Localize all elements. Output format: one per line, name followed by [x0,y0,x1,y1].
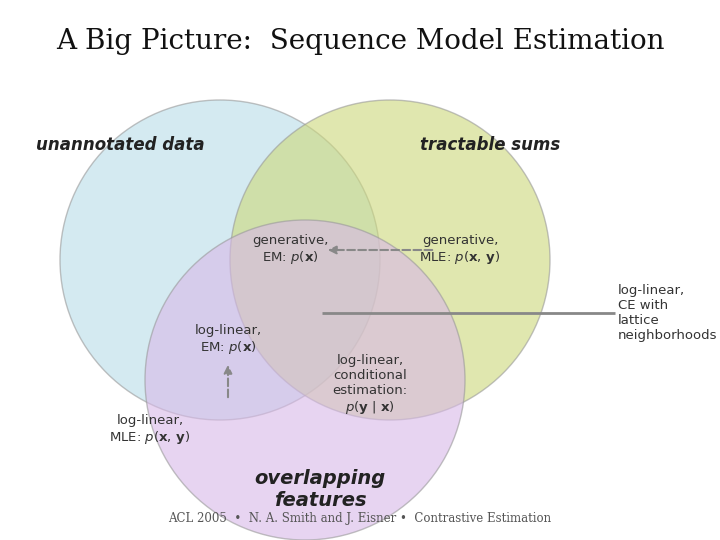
Ellipse shape [230,100,550,420]
Text: tractable sums: tractable sums [420,136,560,154]
Ellipse shape [145,220,465,540]
Text: generative,
EM: $p$($\mathbf{x}$): generative, EM: $p$($\mathbf{x}$) [252,234,328,266]
Text: unannotated data: unannotated data [36,136,204,154]
Text: A Big Picture:  Sequence Model Estimation: A Big Picture: Sequence Model Estimation [55,28,665,55]
Text: log-linear,
EM: $p$($\mathbf{x}$): log-linear, EM: $p$($\mathbf{x}$) [194,324,261,356]
Ellipse shape [60,100,380,420]
Text: log-linear,
CE with
lattice
neighborhoods: log-linear, CE with lattice neighborhood… [618,284,718,342]
Text: overlapping
features: overlapping features [254,469,386,510]
Text: ACL 2005  •  N. A. Smith and J. Eisner •  Contrastive Estimation: ACL 2005 • N. A. Smith and J. Eisner • C… [168,512,552,525]
Text: generative,
MLE: $p$($\mathbf{x}$, $\mathbf{y}$): generative, MLE: $p$($\mathbf{x}$, $\mat… [420,234,500,266]
Text: log-linear,
conditional
estimation:
$p$($\mathbf{y}$ | $\mathbf{x}$): log-linear, conditional estimation: $p$(… [333,354,408,416]
Text: log-linear,
MLE: $p$($\mathbf{x}$, $\mathbf{y}$): log-linear, MLE: $p$($\mathbf{x}$, $\mat… [109,414,191,446]
